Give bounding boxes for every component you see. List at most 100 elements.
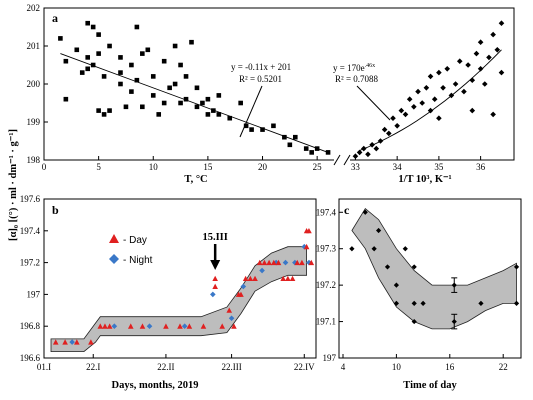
c-point <box>362 209 368 215</box>
panel-b-y-axis: 196.6 196.8 197 197.2 197.4 197.6 <box>20 194 48 363</box>
day-point <box>212 283 218 289</box>
c-y-tick-label: 197.1 <box>316 317 336 327</box>
left-point <box>96 32 101 37</box>
left-point <box>107 108 112 113</box>
right-point <box>402 111 409 118</box>
left-point <box>85 66 91 72</box>
panel-b-legend: - Day - Night <box>109 234 153 266</box>
left-point <box>96 51 101 56</box>
a-y-tick-label: 198 <box>27 155 41 165</box>
right-point <box>352 153 359 159</box>
day-points <box>52 228 315 345</box>
left-point <box>183 74 189 79</box>
panel-b-frame <box>43 198 317 359</box>
right-point <box>448 92 455 99</box>
left-point <box>172 43 178 49</box>
right-point <box>427 73 434 80</box>
right-point <box>444 66 451 72</box>
night-point <box>228 315 235 322</box>
arrow-15-iii: 15.III <box>202 232 228 270</box>
c-point <box>411 300 417 306</box>
c-y-tick-label: 197.3 <box>316 244 337 254</box>
b-x-tick-label: 22.I <box>86 362 100 372</box>
day-point <box>256 259 263 266</box>
left-point <box>74 47 80 53</box>
a-left-x-tick-label: 5 <box>96 162 101 172</box>
right-point <box>369 142 375 148</box>
left-point <box>216 93 222 98</box>
day-point <box>285 275 291 281</box>
day-point <box>200 323 207 329</box>
y-axis-label: [α]₀ [(°) · ml · dm⁻¹ · g⁻¹] <box>8 129 19 241</box>
right-point <box>473 50 480 57</box>
c-point <box>402 246 408 252</box>
c-x-tick-label: 10 <box>392 362 402 372</box>
left-point <box>172 81 178 87</box>
left-point <box>150 93 156 98</box>
right-point <box>477 39 484 45</box>
c-point <box>371 246 377 252</box>
right-fit-equation: y = 170e.46x <box>333 63 375 73</box>
left-point <box>292 134 298 140</box>
day-point <box>289 275 296 281</box>
left-point <box>161 58 167 64</box>
left-point <box>118 55 123 60</box>
left-point <box>178 62 183 68</box>
a-right-x-tick-label: 34 <box>393 162 403 172</box>
day-point <box>294 259 301 266</box>
b-x-tick-label: 22.II <box>157 362 174 372</box>
right-point <box>390 115 396 121</box>
right-point <box>394 123 400 129</box>
c-y-tick-label: 197.2 <box>316 280 336 290</box>
b-x-tick-label: 01.I <box>37 362 51 372</box>
right-point <box>381 126 388 133</box>
right-point <box>490 111 496 118</box>
day-point <box>88 339 94 345</box>
left-points <box>58 20 331 155</box>
right-point <box>477 66 484 72</box>
left-point <box>63 96 69 102</box>
right-point <box>406 96 413 102</box>
left-point <box>90 62 96 68</box>
left-point <box>205 96 211 102</box>
c-point <box>513 264 520 270</box>
left-point <box>309 150 314 155</box>
right-point <box>465 62 471 68</box>
c-y-tick-label: 197 <box>323 353 337 363</box>
panel-c: c 197 197.1 197.2 197.3 197.4 4 10 16 22 Time o… <box>316 198 522 391</box>
night-point <box>146 323 153 329</box>
right-point <box>419 100 425 106</box>
right-point <box>411 104 417 110</box>
left-point <box>101 74 107 79</box>
b-y-tick-label: 196.6 <box>20 353 41 363</box>
right-point <box>386 130 392 137</box>
left-point <box>211 108 216 113</box>
day-point <box>252 275 258 281</box>
right-equation-pointer <box>356 85 391 121</box>
right-point <box>469 107 476 114</box>
right-equation-box: y = 170e.46x R² = 0.7088 <box>330 58 392 121</box>
left-point <box>287 142 293 148</box>
day-point <box>219 323 226 329</box>
left-point <box>200 100 205 106</box>
day-point <box>247 275 254 281</box>
arrow-label: 15.III <box>202 232 227 243</box>
right-point <box>427 107 434 114</box>
a-y-tick-label: 201 <box>27 41 41 51</box>
a-left-x-tick-label: 15 <box>203 162 213 172</box>
day-point <box>102 323 108 329</box>
day-point <box>52 339 59 345</box>
right-point <box>469 77 476 83</box>
left-point <box>205 112 211 117</box>
day-point <box>308 259 315 266</box>
day-point <box>238 291 244 297</box>
c-point <box>411 318 417 325</box>
b-y-tick-label: 196.8 <box>20 321 41 331</box>
right-point <box>498 20 505 26</box>
day-point <box>266 259 272 266</box>
night-point <box>210 291 216 298</box>
a-right-x-tick-label: 36 <box>476 162 486 172</box>
c-point <box>411 264 417 270</box>
day-point <box>212 275 218 281</box>
